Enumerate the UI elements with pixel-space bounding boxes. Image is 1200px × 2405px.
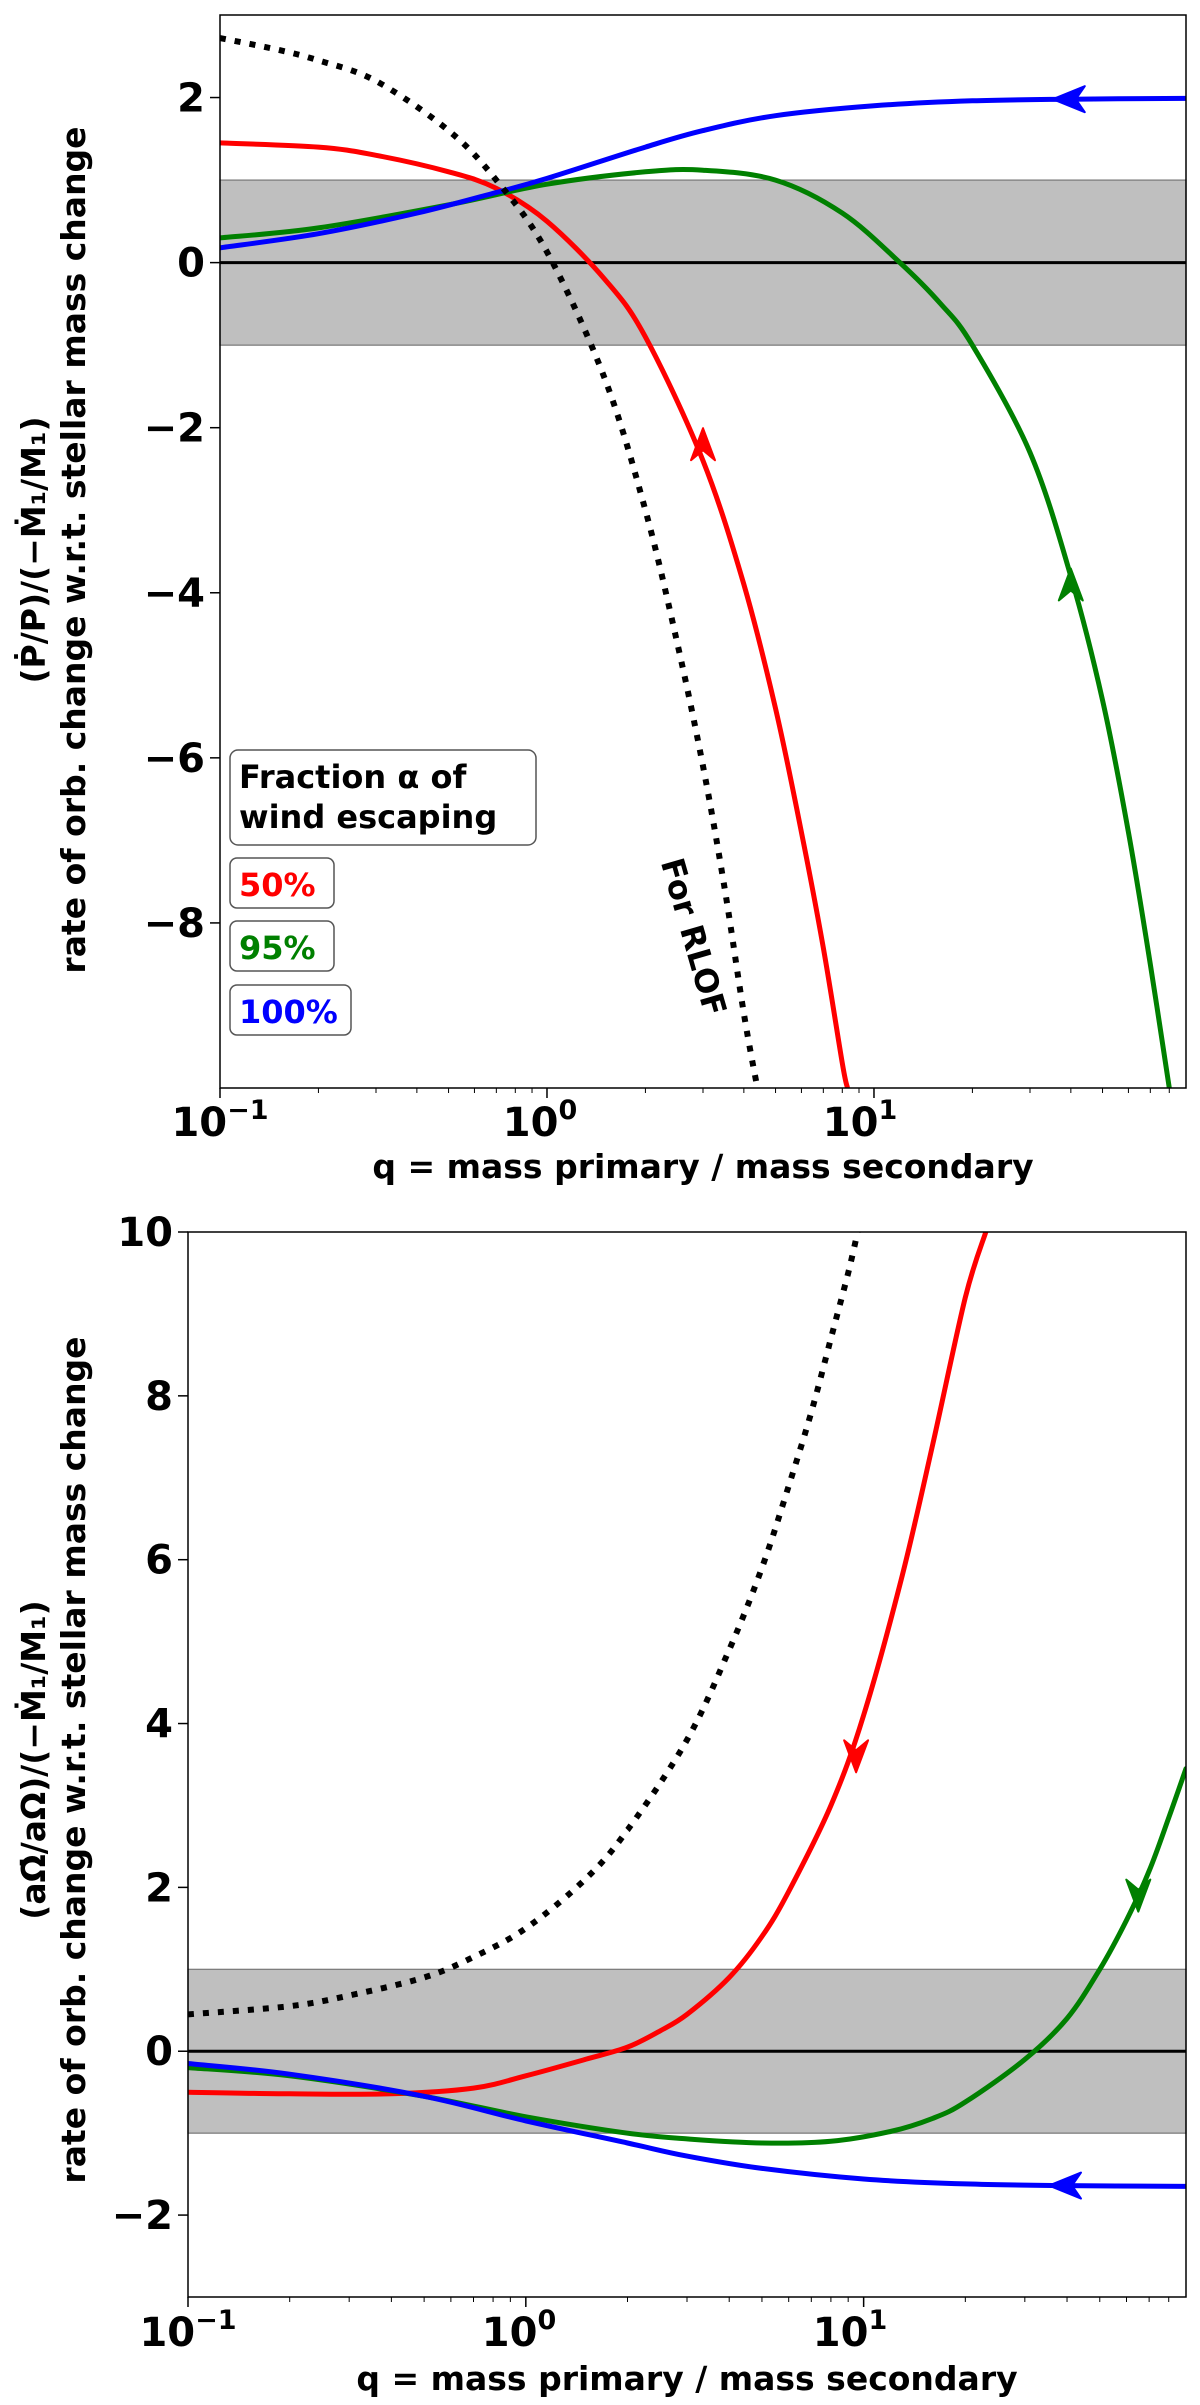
x-tick-label: 100 — [482, 2305, 556, 2356]
x-tick-base: 10 — [139, 2310, 195, 2356]
x-tick-base: 10 — [171, 1100, 227, 1146]
series-line-100 — [220, 95, 1186, 251]
x-tick-label: 10−1 — [171, 1095, 268, 1146]
x-tick-base: 10 — [482, 2310, 538, 2356]
direction-arrow — [690, 427, 716, 462]
bottom-series-layer — [188, 1232, 1186, 2200]
x-axis-label: q = mass primary / mass secondary — [356, 2359, 1017, 2398]
x-tick-base: 10 — [813, 2310, 869, 2356]
x-tick-base: 10 — [823, 1100, 879, 1146]
direction-arrow — [1125, 1878, 1152, 1913]
top-band-layer — [219, 179, 1187, 346]
legend-title: wind escaping — [239, 798, 497, 836]
x-tick-label: 101 — [813, 2305, 887, 2356]
y-tick-label: 0 — [145, 2029, 173, 2075]
legend-entry-50: 50% — [239, 866, 316, 904]
x-axis-label: q = mass primary / mass secondary — [372, 1147, 1033, 1186]
direction-arrow — [1057, 567, 1084, 602]
y-tick-label: −2 — [112, 2193, 173, 2239]
y-axis-label-symbolic: (Ṗ/P)/(−Ṁ₁/M₁) — [13, 416, 53, 683]
direction-arrow — [843, 1739, 870, 1774]
bottom-ticks-layer — [178, 1231, 1170, 2307]
series-line-for-rlof — [188, 1232, 861, 2018]
direction-arrow — [1048, 2171, 1082, 2200]
y-tick-label: 10 — [117, 1210, 173, 1256]
series-line-50 — [220, 140, 850, 1088]
y-tick-label: −4 — [144, 571, 205, 617]
series-line-50 — [188, 1232, 989, 2097]
y-tick-label: 6 — [145, 1538, 173, 1584]
x-tick-base: 10 — [503, 1100, 559, 1146]
x-tick-label: 100 — [503, 1095, 577, 1146]
legend-entry-box — [229, 984, 352, 1036]
y-tick-label: 0 — [177, 241, 205, 287]
y-tick-label: 4 — [145, 1702, 173, 1748]
x-tick-exp: 0 — [558, 1095, 577, 1126]
legend-title: Fraction α of — [239, 758, 467, 796]
y-tick-label: 2 — [177, 76, 205, 122]
direction-arrow — [1051, 85, 1086, 114]
y-tick-label: 2 — [145, 1865, 173, 1911]
top-ticks-layer — [210, 96, 1170, 1098]
series-line-100 — [188, 2061, 1186, 2189]
series-line-for-rlof — [220, 35, 761, 1088]
y-axis-label-symbolic: (aΩ̇/aΩ)/(−Ṁ₁/M₁) — [13, 1600, 53, 1919]
x-tick-exp: 1 — [878, 1095, 897, 1126]
legend-entry-95: 95% — [239, 929, 316, 967]
y-tick-label: −2 — [144, 406, 205, 452]
legend-entry-box — [229, 920, 335, 972]
top-series-layer — [220, 35, 1186, 1088]
y-tick-label: −8 — [144, 901, 205, 947]
x-tick-exp: −1 — [195, 2305, 236, 2336]
legend-title-box — [229, 749, 537, 846]
legend: Fraction α of wind escaping 50% 95% 100% — [229, 749, 537, 1036]
x-tick-label: 101 — [823, 1095, 897, 1146]
legend-entry-100: 100% — [239, 993, 338, 1031]
x-tick-exp: 1 — [868, 2305, 887, 2336]
bottom-panel: 10 8 6 4 2 0 −2 10−1 100 101 q = mass pr… — [13, 1210, 1187, 2398]
x-tick-exp: 0 — [537, 2305, 556, 2336]
y-tick-label: 8 — [145, 1374, 173, 1420]
top-panel: 2 0 −2 −4 −6 −8 10−1 100 101 q = mass pr… — [13, 14, 1187, 1186]
x-tick-exp: −1 — [227, 1095, 268, 1126]
legend-entry-box — [229, 857, 335, 909]
x-tick-label: 10−1 — [139, 2305, 236, 2356]
y-tick-label: −6 — [144, 736, 205, 782]
y-axis-label-text: rate of orb. change w.r.t. stellar mass … — [54, 126, 93, 973]
y-axis-label-text: rate of orb. change w.r.t. stellar mass … — [54, 1336, 93, 2183]
